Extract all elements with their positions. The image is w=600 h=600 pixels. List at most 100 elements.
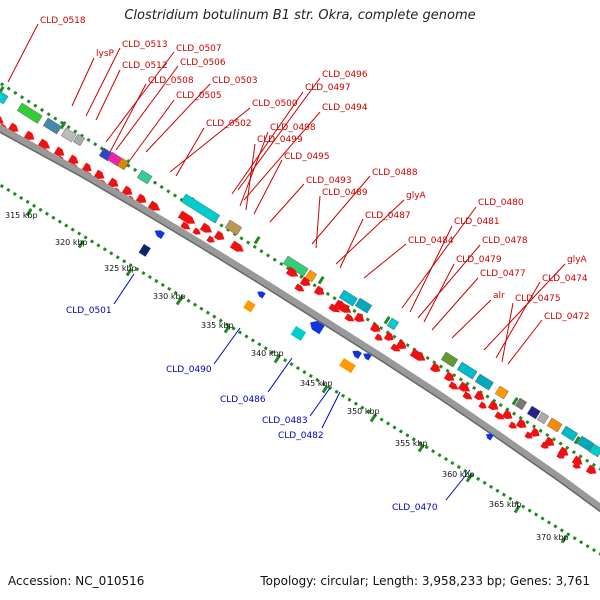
gc-skew-dot bbox=[559, 528, 564, 533]
gene-label[interactable]: CLD_0501 bbox=[66, 306, 112, 316]
gc-dot bbox=[425, 355, 430, 361]
gc-skew-dot bbox=[334, 389, 339, 394]
gene-label[interactable]: CLD_0470 bbox=[392, 503, 438, 513]
gene-label[interactable]: CLD_0488 bbox=[372, 168, 418, 178]
gene-arrow bbox=[443, 371, 455, 382]
gc-skew-dot bbox=[102, 247, 107, 252]
skew-dash bbox=[175, 297, 183, 306]
tick-label: 335 kbp bbox=[201, 321, 234, 330]
gene-label[interactable]: CLD_0489 bbox=[322, 188, 368, 198]
gc-dot bbox=[498, 403, 503, 408]
gene-label[interactable]: CLD_0495 bbox=[284, 152, 330, 162]
gene-arrow bbox=[7, 122, 19, 133]
gene-arrow bbox=[369, 322, 381, 333]
gc-skew-dot bbox=[353, 401, 358, 406]
gc-dot bbox=[545, 432, 550, 438]
gc-dot bbox=[565, 445, 570, 450]
gc-skew-inner-track bbox=[0, 183, 600, 557]
leader-line bbox=[231, 91, 304, 195]
gene-label[interactable]: CLD_0500 bbox=[252, 99, 298, 109]
gene-arrow bbox=[383, 331, 394, 341]
gene-label[interactable]: CLD_0483 bbox=[262, 416, 308, 426]
gene-label[interactable]: alr bbox=[493, 291, 505, 301]
gc-dot bbox=[66, 125, 71, 130]
gene-label[interactable]: CLD_0512 bbox=[122, 61, 168, 71]
leader-line bbox=[363, 243, 407, 279]
cog-box bbox=[338, 289, 358, 307]
gene-label[interactable]: glyA bbox=[567, 255, 588, 265]
gene-label[interactable]: CLD_0507 bbox=[176, 44, 222, 54]
gc-skew-dot bbox=[205, 310, 210, 315]
gc-skew-dot bbox=[463, 468, 468, 474]
gene-label[interactable]: CLD_0497 bbox=[305, 83, 351, 93]
gene-arrow bbox=[333, 299, 352, 313]
gene-label[interactable]: CLD_0486 bbox=[220, 395, 266, 405]
cog-box bbox=[536, 411, 550, 425]
gc-skew-dot bbox=[19, 195, 24, 200]
tick-label: 330 kbp bbox=[153, 292, 186, 301]
gene-label[interactable]: CLD_0472 bbox=[544, 312, 590, 322]
gene-arrow bbox=[556, 451, 565, 459]
cog-category-track bbox=[0, 89, 600, 458]
gc-dot bbox=[392, 334, 397, 339]
gene-label[interactable]: CLD_0474 bbox=[542, 274, 588, 284]
gene-label[interactable]: CLD_0475 bbox=[515, 294, 561, 304]
gene-label[interactable]: lysP bbox=[96, 49, 115, 59]
gc-skew-dot bbox=[495, 488, 500, 493]
gene-label[interactable]: CLD_0484 bbox=[408, 236, 454, 246]
cog-box bbox=[116, 157, 130, 171]
gene-arrow bbox=[353, 312, 365, 323]
gene-label[interactable]: CLD_0490 bbox=[166, 365, 212, 375]
gc-dot bbox=[39, 107, 45, 113]
gene-label[interactable]: CLD_0493 bbox=[306, 176, 352, 186]
leader-line bbox=[115, 65, 179, 151]
leader-line bbox=[243, 111, 321, 201]
gene-label[interactable]: CLD_0505 bbox=[176, 91, 222, 101]
gene-arrow-reverse bbox=[363, 353, 372, 361]
gc-skew-dot bbox=[534, 512, 539, 517]
gc-skew-dot bbox=[591, 548, 597, 553]
gene-label[interactable]: CLD_0496 bbox=[322, 70, 368, 80]
gene-label[interactable]: CLD_0480 bbox=[478, 198, 524, 208]
skew-dash bbox=[77, 239, 85, 249]
gc-skew-dot bbox=[501, 492, 506, 497]
gc-skew-dot bbox=[25, 199, 30, 204]
gene-label[interactable]: CLD_0482 bbox=[278, 431, 324, 441]
gene-arrow bbox=[180, 221, 191, 230]
gc-dot bbox=[53, 116, 58, 121]
gene-label[interactable]: glyA bbox=[406, 191, 427, 201]
gc-skew-dot bbox=[508, 496, 513, 501]
gene-label[interactable]: CLD_0494 bbox=[322, 103, 368, 113]
gc-skew-dot bbox=[0, 183, 4, 189]
gene-arrow-reverse bbox=[352, 350, 362, 359]
gene-label[interactable]: CLD_0508 bbox=[148, 76, 194, 86]
gene-label[interactable]: CLD_0503 bbox=[212, 76, 258, 86]
reverse-label-leaders bbox=[113, 273, 471, 501]
cog-box bbox=[304, 269, 318, 283]
gene-label[interactable]: CLD_0499 bbox=[257, 135, 303, 145]
gc-skew-dot bbox=[366, 409, 371, 414]
gc-dot bbox=[0, 82, 5, 87]
gene-label[interactable]: CLD_0498 bbox=[270, 123, 316, 133]
leader-line bbox=[7, 23, 39, 83]
gene-label[interactable]: CLD_0478 bbox=[482, 236, 528, 246]
cog-box bbox=[560, 425, 579, 442]
gc-skew-dot bbox=[89, 239, 95, 244]
gene-label[interactable]: CLD_0506 bbox=[180, 58, 226, 68]
skew-dash bbox=[465, 473, 473, 483]
gene-label[interactable]: CLD_0502 bbox=[206, 119, 252, 129]
gene-label[interactable]: CLD_0481 bbox=[454, 217, 500, 227]
leader-line bbox=[145, 83, 211, 153]
skew-dash bbox=[369, 414, 377, 423]
gene-arrow bbox=[457, 381, 471, 392]
gene-label[interactable]: CLD_0513 bbox=[122, 40, 168, 50]
gene-arrow bbox=[501, 409, 513, 420]
gc-dot bbox=[538, 428, 543, 433]
cog-box bbox=[0, 89, 9, 105]
gene-label[interactable]: CLD_0487 bbox=[365, 211, 411, 221]
gene-label[interactable]: CLD_0518 bbox=[40, 16, 86, 26]
gene-label[interactable]: CLD_0479 bbox=[456, 255, 502, 265]
gene-label[interactable]: CLD_0477 bbox=[480, 269, 526, 279]
leader-line bbox=[417, 244, 481, 319]
gc-skew-dot bbox=[566, 532, 571, 537]
